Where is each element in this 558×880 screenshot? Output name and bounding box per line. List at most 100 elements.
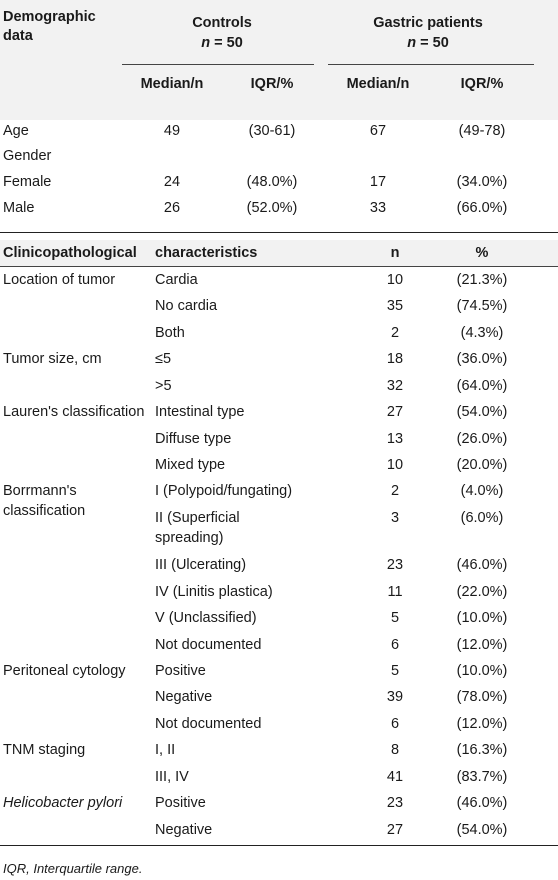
group-label: Location of tumor [3,272,116,288]
sub-label: III, IV [155,769,189,785]
group-label: Helicobacter pylori [3,795,123,811]
n-value: 27 [386,822,404,838]
n-value: 6 [390,716,400,732]
sub-label: Negative [155,822,213,838]
n-value: 3 [390,510,400,526]
gastric-median: 67 [369,123,387,139]
pct-value: (83.7%) [456,769,508,785]
sub-label: Cardia [155,272,198,288]
controls-rule [122,64,314,65]
controls-iqr: (30-61) [248,123,296,139]
pct-value: (4.3%) [460,325,504,341]
sub-label: >5 [155,378,172,394]
controls-median: 26 [163,200,181,216]
n-value: 5 [390,663,400,679]
pct-value: (26.0%) [456,431,508,447]
col-median-controls: Median/n [140,76,204,92]
header-background [0,0,558,120]
n-value: 2 [390,325,400,341]
controls-iqr: (52.0%) [246,200,298,216]
gastric-median: 33 [369,200,387,216]
clinico-header-n: n [390,245,400,261]
n-value: 27 [386,404,404,420]
controls-header: Controls [192,15,252,31]
bottom-rule [0,845,558,846]
col-median-gastric: Median/n [346,76,410,92]
subheader-background [0,240,558,266]
n-value: 41 [386,769,404,785]
group-label: Lauren's classification [3,404,145,420]
pct-value: (6.0%) [460,510,504,526]
pct-value: (36.0%) [456,351,508,367]
row-label: Gender [3,148,52,164]
n-value: 35 [386,298,404,314]
n-value: 8 [390,742,400,758]
gastric-iqr: (34.0%) [456,174,508,190]
sub-label: No cardia [155,298,218,314]
pct-value: (64.0%) [456,378,508,394]
group-label: TNM staging [3,742,86,758]
col-iqr-controls: IQR/% [250,76,294,92]
n-value: 23 [386,795,404,811]
sub-label: III (Ulcerating) [155,557,247,573]
group-label-cont: classification [3,503,86,519]
n-value: 11 [387,584,403,600]
section-rule [0,232,558,233]
pct-value: (12.0%) [456,637,508,653]
n-value: 10 [386,457,404,473]
pct-value: (46.0%) [456,795,508,811]
pct-value: (54.0%) [456,822,508,838]
sub-label: Not documented [155,637,262,653]
pct-value: (12.0%) [456,716,508,732]
group-label: Borrmann's [3,483,77,499]
sub-label: I (Polypoid/fungating) [155,483,293,499]
group-label: Peritoneal cytology [3,663,126,679]
pct-value: (22.0%) [456,584,508,600]
sub-label: Negative [155,689,213,705]
demographic-header-line2: data [3,28,33,44]
sub-label: IV (Linitis plastica) [155,584,273,600]
n-value: 32 [386,378,404,394]
clinico-header-label2: characteristics [155,245,258,261]
sub-label: V (Unclassified) [155,610,257,626]
gastric-rule [328,64,534,65]
group-label: Tumor size, cm [3,351,102,367]
pct-value: (21.3%) [456,272,508,288]
demographic-header-line1: Demographic [3,9,96,25]
n-value: 10 [386,272,404,288]
sub-label: Both [155,325,185,341]
n-value: 23 [386,557,404,573]
gastric-n: n = 50 [407,35,449,51]
controls-median: 24 [163,174,181,190]
pct-value: (10.0%) [456,663,508,679]
row-label: Female [3,174,52,190]
gastric-iqr: (66.0%) [456,200,508,216]
sub-label: II (Superficial [155,510,240,526]
clinico-header-pct: % [475,245,489,261]
row-label: Male [3,200,35,216]
pct-value: (46.0%) [456,557,508,573]
n-value: 18 [386,351,404,367]
n-value: 5 [390,610,400,626]
n-value: 6 [390,637,400,653]
gastric-median: 17 [369,174,387,190]
pct-value: (20.0%) [456,457,508,473]
footnote: IQR, Interquartile range. [3,861,143,876]
sub-label: ≤5 [155,351,172,367]
pct-value: (10.0%) [456,610,508,626]
gastric-header: Gastric patients [373,15,483,31]
pct-value: (54.0%) [456,404,508,420]
gastric-iqr: (49-78) [458,123,506,139]
n-value: 13 [386,431,404,447]
sub-label: Diffuse type [155,431,232,447]
sub-label: Positive [155,663,206,679]
row-label: Age [3,123,29,139]
col-iqr-gastric: IQR/% [460,76,504,92]
pct-value: (16.3%) [456,742,508,758]
sub-label: Not documented [155,716,262,732]
sub-label: Mixed type [155,457,226,473]
controls-iqr: (48.0%) [246,174,298,190]
sub-label: I, II [155,742,176,758]
pct-value: (4.0%) [460,483,504,499]
